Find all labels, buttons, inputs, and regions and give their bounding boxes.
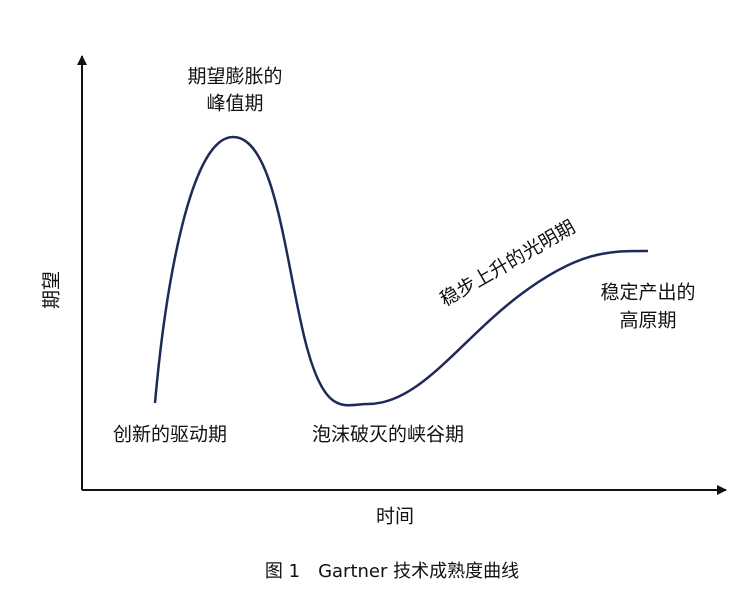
caption: 图 1 Gartner 技术成熟度曲线 (265, 561, 519, 582)
x-axis-label: 时间 (376, 506, 414, 528)
phase-label: 峰值期 (206, 93, 263, 115)
phase-label: 高原期 (619, 310, 676, 332)
phase-label: 泡沫破灭的峡谷期 (312, 424, 464, 446)
phase-label: 稳步上升的光明期 (436, 216, 579, 311)
phase-label: 期望膨胀的 (187, 66, 282, 88)
hype-curve (153, 135, 649, 407)
phase-label: 创新的驱动期 (113, 424, 227, 446)
phase-label: 稳定产出的 (600, 282, 695, 304)
y-axis-label: 期望 (41, 271, 63, 309)
